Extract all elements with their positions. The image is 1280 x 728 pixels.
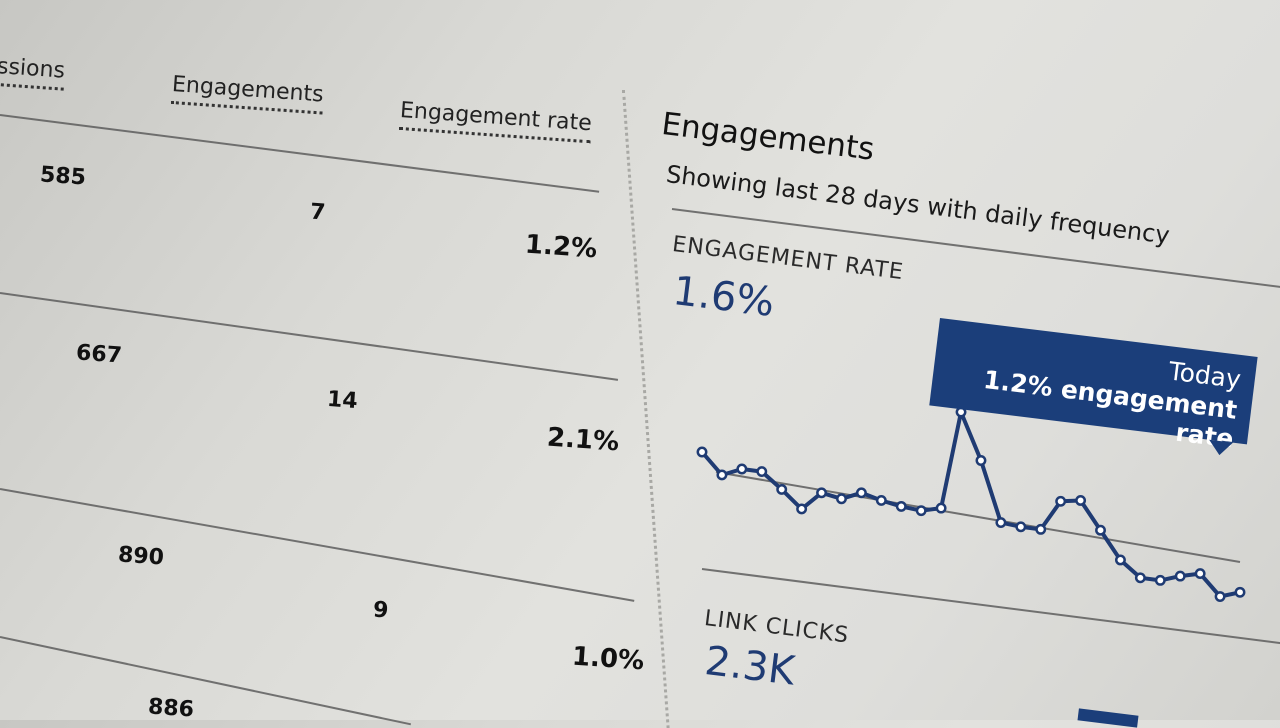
chart-point[interactable] <box>1114 554 1126 566</box>
chart-point[interactable] <box>696 446 708 458</box>
chart-point[interactable] <box>1194 568 1206 580</box>
chart-point[interactable] <box>995 517 1007 529</box>
chart-point[interactable] <box>1035 523 1047 535</box>
chart-point[interactable] <box>1015 521 1027 533</box>
chart-point[interactable] <box>1075 495 1087 506</box>
chart-point[interactable] <box>975 455 987 466</box>
chart-point[interactable] <box>796 503 808 515</box>
chart-point[interactable] <box>1234 586 1246 598</box>
chart-point[interactable] <box>816 487 828 499</box>
chart-point[interactable] <box>935 502 947 514</box>
chart-point[interactable] <box>776 483 788 495</box>
chart-point[interactable] <box>736 463 748 475</box>
chart-point[interactable] <box>756 466 768 478</box>
chart-point[interactable] <box>1095 524 1106 536</box>
chart-point[interactable] <box>855 487 867 499</box>
engagement-rate-line <box>700 410 1241 599</box>
average-line <box>715 471 1241 563</box>
chart-point[interactable] <box>895 500 907 512</box>
chart-point[interactable] <box>1055 495 1067 507</box>
chart-point[interactable] <box>1214 591 1226 602</box>
chart-point[interactable] <box>836 493 847 505</box>
chart-point[interactable] <box>1134 572 1146 584</box>
chart-point[interactable] <box>1154 574 1166 586</box>
chart-point[interactable] <box>716 469 728 481</box>
chart-point[interactable] <box>1174 570 1186 582</box>
chart-point[interactable] <box>875 495 887 506</box>
chart-point[interactable] <box>915 505 927 517</box>
